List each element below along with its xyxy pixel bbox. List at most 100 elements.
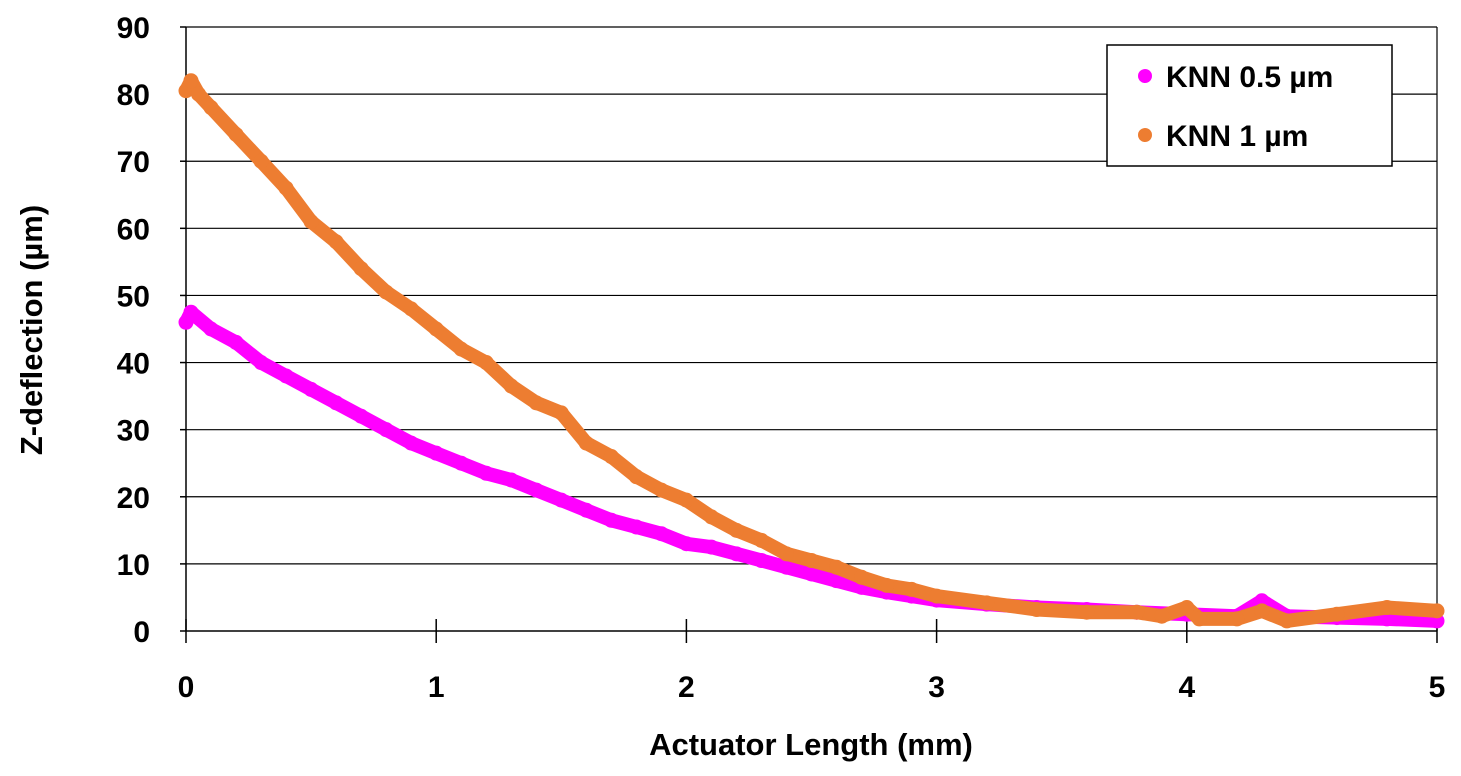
- data-point: [753, 532, 769, 548]
- data-point: [1329, 606, 1345, 622]
- data-point: [728, 546, 744, 562]
- legend-label-knn-05: KNN 0.5 µm: [1166, 61, 1333, 94]
- data-point: [979, 595, 995, 611]
- y-tick-label: 80: [117, 79, 150, 112]
- data-point: [904, 581, 920, 597]
- data-point: [303, 214, 319, 230]
- data-point: [879, 577, 895, 593]
- data-point: [203, 321, 219, 337]
- data-point: [503, 378, 519, 394]
- data-point: [428, 445, 444, 461]
- data-point: [328, 395, 344, 411]
- data-point: [804, 566, 819, 582]
- series-1: [178, 73, 1445, 629]
- data-point: [378, 284, 394, 300]
- legend-marker-knn-1: [1138, 128, 1152, 142]
- data-point: [228, 334, 244, 350]
- data-point: [854, 569, 870, 585]
- data-point: [603, 512, 619, 528]
- data-point: [403, 435, 419, 451]
- y-axis-title: Z-deflection (µm): [14, 205, 49, 455]
- data-point: [253, 355, 269, 371]
- data-point: [1079, 604, 1095, 620]
- data-point: [829, 559, 845, 575]
- axes: [180, 26, 1438, 643]
- data-series: [178, 73, 1445, 629]
- data-point: [203, 100, 219, 116]
- data-point: [478, 355, 494, 371]
- data-point: [478, 465, 494, 481]
- data-point: [578, 502, 594, 518]
- data-point: [183, 304, 199, 320]
- data-point: [191, 86, 207, 102]
- legend-label-knn-1: KNN 1 µm: [1166, 120, 1308, 153]
- data-point: [753, 553, 769, 569]
- y-tick-label: 0: [133, 616, 150, 649]
- data-point: [678, 536, 694, 552]
- data-point: [403, 301, 419, 317]
- data-point: [778, 559, 794, 575]
- data-point: [728, 522, 744, 538]
- y-tick-label: 60: [117, 213, 150, 246]
- data-point: [1179, 600, 1195, 616]
- data-point: [778, 546, 794, 562]
- data-point: [528, 482, 544, 498]
- data-point: [1279, 613, 1295, 629]
- data-point: [703, 539, 719, 555]
- data-point: [183, 73, 199, 89]
- legend: KNN 0.5 µm KNN 1 µm: [1106, 44, 1393, 167]
- data-point: [1154, 608, 1170, 624]
- data-point: [503, 472, 519, 488]
- data-point: [703, 509, 719, 525]
- tick-labels: 0 10 20 30 40 50 60 70 80 90 0 1 2 3 4 5: [117, 12, 1446, 704]
- data-point: [453, 341, 469, 357]
- x-tick-label: 1: [428, 671, 445, 704]
- data-point: [1029, 602, 1045, 618]
- data-point: [378, 422, 394, 438]
- data-point: [228, 126, 244, 142]
- x-axis-title: Actuator Length (mm): [649, 727, 973, 762]
- data-point: [1429, 603, 1445, 619]
- data-point: [528, 395, 544, 411]
- x-tick-label: 2: [678, 671, 695, 704]
- data-point: [653, 526, 669, 542]
- data-point: [678, 492, 694, 508]
- data-point: [653, 482, 669, 498]
- legend-box: [1106, 44, 1393, 167]
- data-point: [278, 180, 294, 196]
- data-point: [253, 153, 269, 169]
- x-tick-label: 5: [1429, 671, 1446, 704]
- data-point: [278, 368, 294, 384]
- data-point: [453, 455, 469, 471]
- y-tick-label: 20: [117, 482, 150, 515]
- y-tick-label: 50: [117, 280, 150, 313]
- data-point: [804, 553, 819, 569]
- data-point: [428, 321, 444, 337]
- data-point: [353, 261, 369, 277]
- y-tick-label: 10: [117, 549, 150, 582]
- y-tick-label: 90: [117, 12, 150, 45]
- data-point: [628, 469, 644, 485]
- x-tick-label: 4: [1178, 671, 1195, 704]
- x-tick-label: 3: [928, 671, 945, 704]
- y-tick-label: 70: [117, 146, 150, 179]
- data-point: [1379, 611, 1395, 627]
- data-point: [628, 519, 644, 535]
- series-0: [178, 304, 1445, 629]
- data-point: [553, 405, 569, 421]
- data-point: [328, 234, 344, 250]
- y-tick-label: 30: [117, 415, 150, 448]
- legend-marker-knn-05: [1138, 69, 1152, 83]
- data-point: [603, 449, 619, 465]
- data-point: [829, 573, 845, 589]
- data-point: [1191, 611, 1207, 627]
- data-point: [1379, 600, 1395, 616]
- data-point: [578, 435, 594, 451]
- data-point: [929, 588, 945, 604]
- series-line: [179, 73, 1444, 628]
- data-point: [553, 492, 569, 508]
- data-point: [1254, 603, 1270, 619]
- x-tick-label: 0: [178, 671, 195, 704]
- y-tick-label: 40: [117, 348, 150, 381]
